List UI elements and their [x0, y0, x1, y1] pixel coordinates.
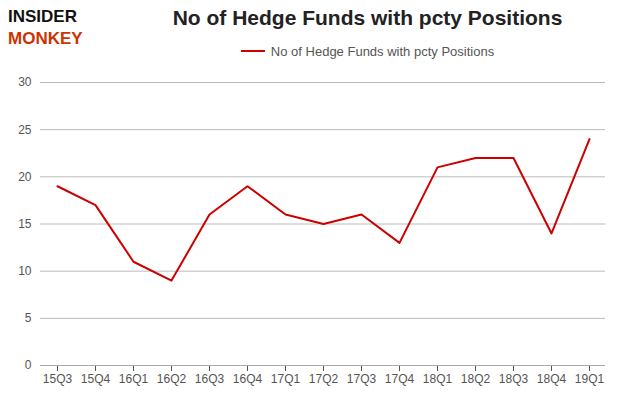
svg-text:15Q4: 15Q4 — [81, 372, 111, 386]
svg-text:30: 30 — [18, 75, 32, 89]
svg-text:5: 5 — [25, 311, 32, 325]
svg-text:18Q4: 18Q4 — [537, 372, 567, 386]
svg-text:0: 0 — [25, 358, 32, 372]
svg-text:15: 15 — [18, 217, 32, 231]
svg-text:16Q3: 16Q3 — [195, 372, 225, 386]
html-text:No of Hedge Funds with pcty Po: No of Hedge Funds with pcty Positions — [172, 6, 563, 29]
svg-text:17Q1: 17Q1 — [271, 372, 301, 386]
svg-text:16Q2: 16Q2 — [157, 372, 187, 386]
html-text:No of Hedge Funds with pcty Po: No of Hedge Funds with pcty Positions — [270, 43, 495, 59]
svg-text:18Q1: 18Q1 — [423, 372, 453, 386]
html-text:MONKEY: MONKEY — [8, 29, 83, 48]
svg-text:16Q1: 16Q1 — [119, 372, 149, 386]
svg-text:20: 20 — [18, 170, 32, 184]
svg-text:17Q2: 17Q2 — [309, 372, 339, 386]
svg-text:16Q4: 16Q4 — [233, 372, 263, 386]
html-text:INSIDER: INSIDER — [8, 7, 77, 26]
svg-text:15Q3: 15Q3 — [43, 372, 73, 386]
svg-text:10: 10 — [18, 264, 32, 278]
svg-text:25: 25 — [18, 123, 32, 137]
svg-text:17Q4: 17Q4 — [385, 372, 415, 386]
svg-text:18Q3: 18Q3 — [499, 372, 529, 386]
svg-text:18Q2: 18Q2 — [461, 372, 491, 386]
svg-text:17Q3: 17Q3 — [347, 372, 377, 386]
svg-text:19Q1: 19Q1 — [575, 372, 605, 386]
